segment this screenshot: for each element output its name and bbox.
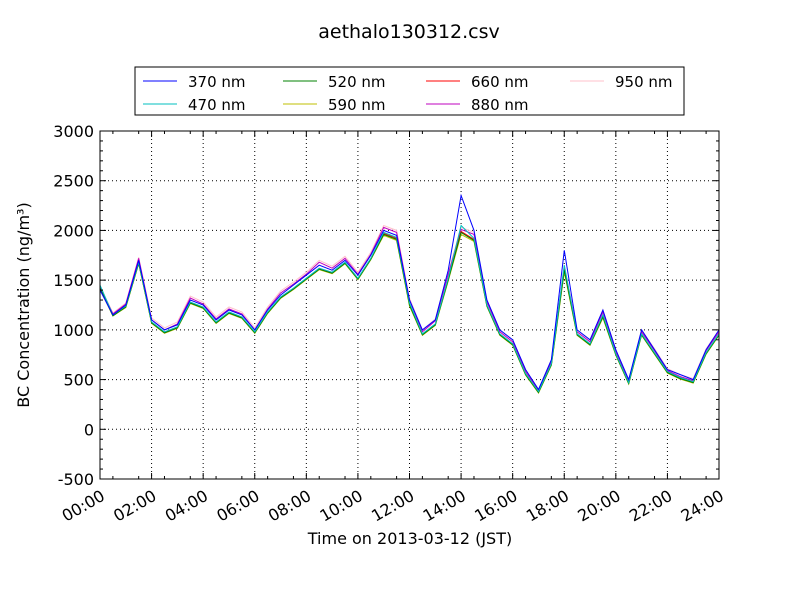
x-tick-label: 08:00 [265, 486, 314, 526]
legend-label: 370 nm [188, 73, 246, 91]
legend-box [134, 66, 685, 116]
x-axis-label: Time on 2013-03-12 (JST) [307, 529, 512, 548]
x-tick-label: 04:00 [162, 486, 211, 526]
chart-title: aethalo130312.csv [318, 21, 500, 43]
x-tick-label: 16:00 [471, 486, 520, 526]
x-tick-label: 24:00 [678, 486, 727, 526]
series-line-370-nm [99, 193, 720, 391]
y-tick-label: 1000 [53, 321, 94, 340]
y-tick-label: 2500 [53, 172, 94, 191]
x-tick-label: 10:00 [316, 486, 365, 526]
legend-label: 590 nm [328, 96, 386, 114]
y-tick-label: 500 [63, 371, 94, 390]
series-line-590-nm [99, 233, 720, 394]
y-tick-label: 0 [84, 420, 94, 439]
legend-label: 520 nm [328, 73, 386, 91]
x-tick-label: 02:00 [110, 486, 159, 526]
x-tick-label: 00:00 [59, 486, 108, 526]
y-axis-label: BC Concentration (ng/m³) [14, 202, 33, 407]
legend: 370 nm 470 nm 520 nm 590 nm 660 nm 880 nm 950 … [134, 66, 685, 116]
ticks [99, 130, 720, 480]
series-line-470-nm [99, 224, 720, 393]
x-tick-label: 20:00 [574, 486, 623, 526]
y-tick-label: 2000 [53, 221, 94, 240]
x-tick-label: 14:00 [420, 486, 469, 526]
x-tick-label: 22:00 [626, 486, 675, 526]
legend-label: 660 nm [471, 73, 529, 91]
y-tick-label: 1500 [53, 271, 94, 290]
y-tick-label: -500 [58, 470, 94, 489]
series-layer [99, 193, 720, 394]
series-line-520-nm [99, 231, 720, 394]
y-tick-label: 3000 [53, 122, 94, 141]
x-tick-label: 18:00 [523, 486, 572, 526]
legend-label: 880 nm [471, 96, 529, 114]
y-tick-labels: -500 0 500 1000 1500 2000 2500 3000 [53, 122, 94, 489]
x-tick-label: 06:00 [213, 486, 262, 526]
x-tick-labels: 00:00 02:00 04:00 06:00 08:00 10:00 12:00 14:00… [59, 486, 727, 526]
x-tick-label: 12:00 [368, 486, 417, 526]
legend-label: 950 nm [615, 73, 673, 91]
legend-label: 470 nm [188, 96, 246, 114]
